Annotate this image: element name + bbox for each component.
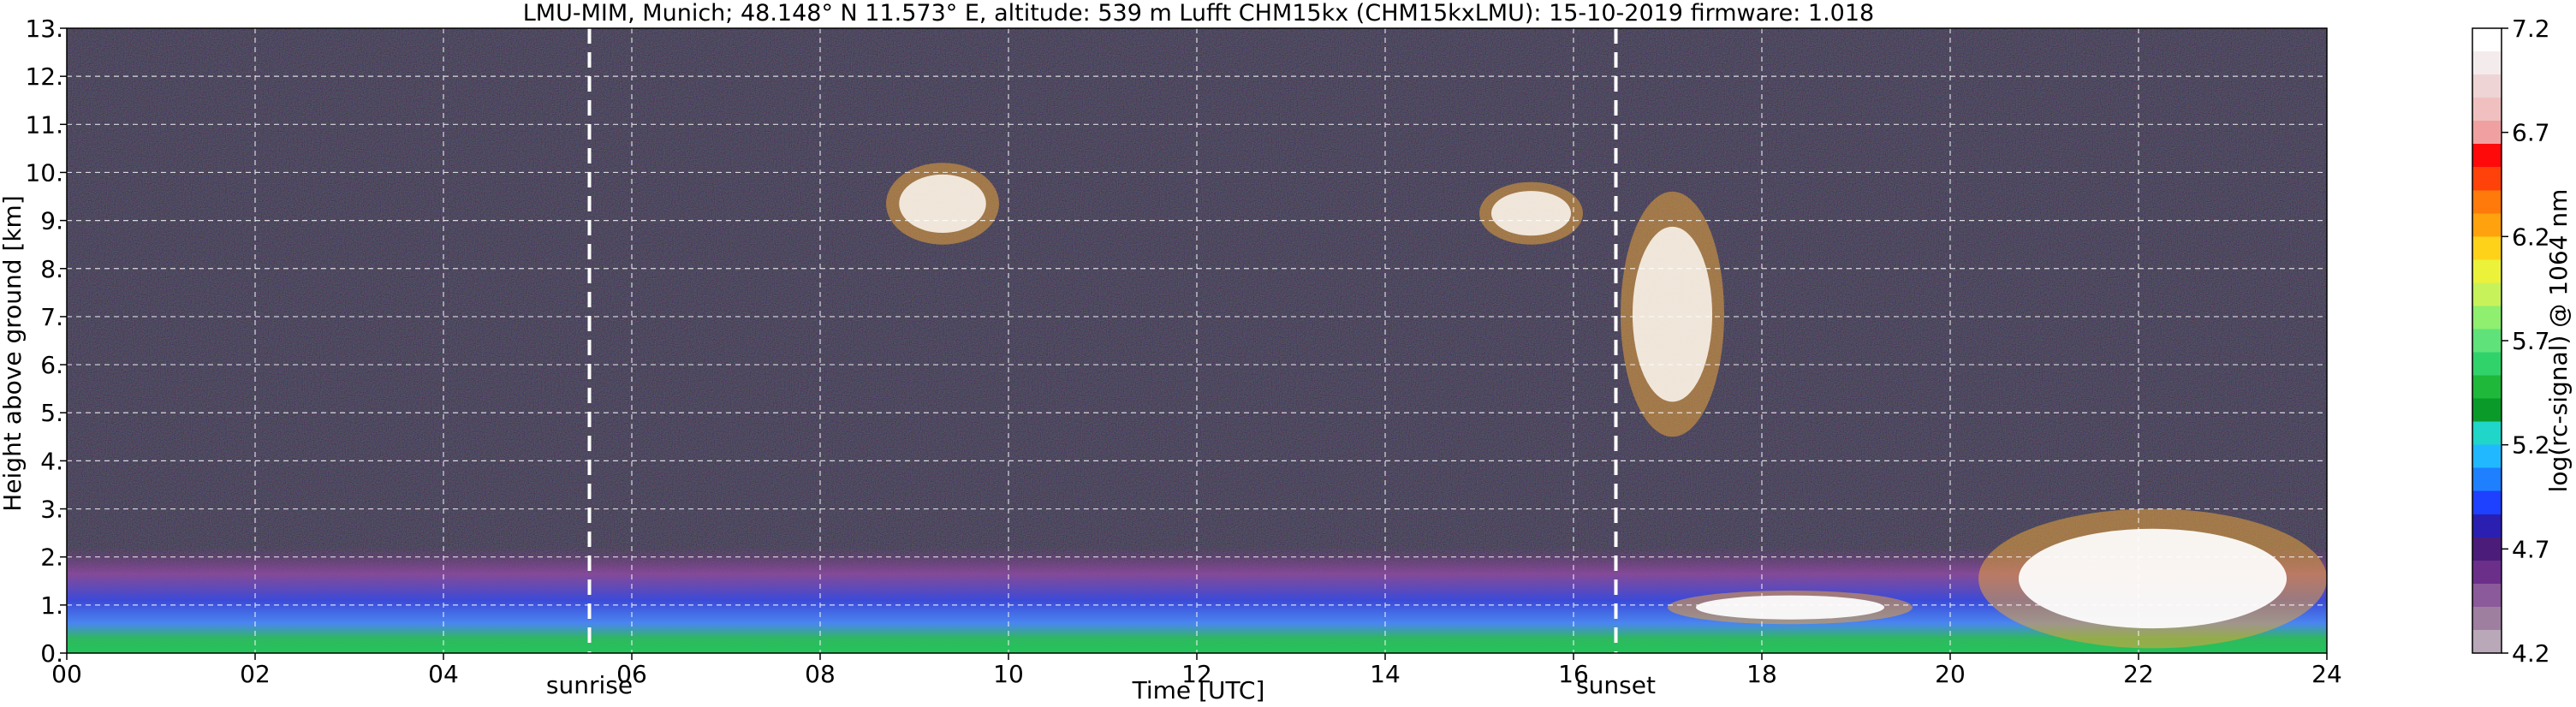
x-tick-label: 00 bbox=[51, 660, 82, 688]
x-tick-label: 14 bbox=[1370, 660, 1401, 688]
y-tick-label: 10. bbox=[25, 158, 63, 187]
y-tick-label: 1. bbox=[40, 591, 63, 620]
colorbar-tick-label: 4.7 bbox=[2512, 535, 2550, 563]
x-tick-label: 10 bbox=[993, 660, 1024, 688]
y-axis-ticks: 0. 1. 2. 3. 4. 5. 6. 7. 8. 9. 10. 11. 12. 13. bbox=[25, 15, 67, 668]
y-axis-label: Height above ground [km] bbox=[0, 195, 27, 512]
colorbar-ticks: 4.2 4.7 5.2 5.7 6.2 6.7 7.2 bbox=[2502, 15, 2550, 668]
x-tick-label: 20 bbox=[1935, 660, 1966, 688]
x-axis-ticks: 00 02 04 06 08 10 12 14 16 18 20 22 24 bbox=[51, 653, 2342, 688]
y-tick-label: 9. bbox=[40, 207, 63, 235]
annotation-lines bbox=[587, 28, 1618, 653]
low-cloud-core bbox=[1696, 595, 1884, 620]
colorbar-scale bbox=[2472, 27, 2502, 654]
y-tick-label: 8. bbox=[40, 255, 63, 283]
y-tick-label: 5. bbox=[40, 399, 63, 427]
colorbar-tick-label: 5.7 bbox=[2512, 327, 2550, 355]
colorbar-tick-label: 7.2 bbox=[2512, 15, 2550, 43]
sunrise-label: sunrise bbox=[546, 671, 633, 699]
y-tick-label: 7. bbox=[40, 303, 63, 331]
colorbar: 4.2 4.7 5.2 5.7 6.2 6.7 7.2 log(rc-signal) @ 1… bbox=[2472, 15, 2573, 668]
colorbar-tick-label: 5.2 bbox=[2512, 431, 2550, 460]
cirrus-cloud-core bbox=[1632, 226, 1713, 402]
y-tick-label: 11. bbox=[25, 110, 63, 139]
low-cloud-core bbox=[2018, 528, 2287, 629]
x-tick-label: 16 bbox=[1558, 660, 1589, 688]
y-tick-label: 0. bbox=[40, 639, 63, 668]
x-tick-label: 18 bbox=[1746, 660, 1777, 688]
x-tick-label: 06 bbox=[616, 660, 647, 688]
x-tick-label: 02 bbox=[240, 660, 271, 688]
y-tick-label: 4. bbox=[40, 447, 63, 475]
x-tick-label: 24 bbox=[2311, 660, 2342, 688]
low-cloud bbox=[1668, 591, 1913, 625]
cirrus-cloud-core bbox=[1490, 191, 1572, 236]
x-tick-label: 22 bbox=[2123, 660, 2154, 688]
cirrus-cloud bbox=[1479, 181, 1583, 245]
x-tick-label: 04 bbox=[428, 660, 459, 688]
x-tick-label: 12 bbox=[1181, 660, 1212, 688]
y-tick-label: 2. bbox=[40, 544, 63, 572]
y-tick-label: 13. bbox=[25, 15, 63, 43]
grid-lines bbox=[67, 28, 2327, 653]
cirrus-cloud bbox=[886, 163, 999, 245]
y-tick-label: 6. bbox=[40, 351, 63, 379]
chart-title: LMU-MIM, Munich; 48.148° N 11.573° E, al… bbox=[523, 0, 1874, 27]
x-axis-label: Time [UTC] bbox=[1132, 676, 1265, 704]
cirrus-cloud bbox=[1621, 191, 1724, 437]
low-cloud bbox=[1978, 508, 2327, 649]
cirrus-cloud-core bbox=[899, 174, 986, 234]
sunset-label: sunset bbox=[1576, 671, 1656, 699]
y-tick-label: 12. bbox=[25, 62, 63, 91]
colorbar-tick-label: 6.7 bbox=[2512, 119, 2550, 147]
colorbar-label: log(rc-signal) @ 1064 nm bbox=[2544, 189, 2573, 493]
colorbar-tick-label: 6.2 bbox=[2512, 223, 2550, 251]
x-tick-label: 08 bbox=[805, 660, 836, 688]
y-tick-label: 3. bbox=[40, 496, 63, 524]
plot-area bbox=[66, 27, 2328, 654]
colorbar-tick-label: 4.2 bbox=[2512, 639, 2550, 668]
